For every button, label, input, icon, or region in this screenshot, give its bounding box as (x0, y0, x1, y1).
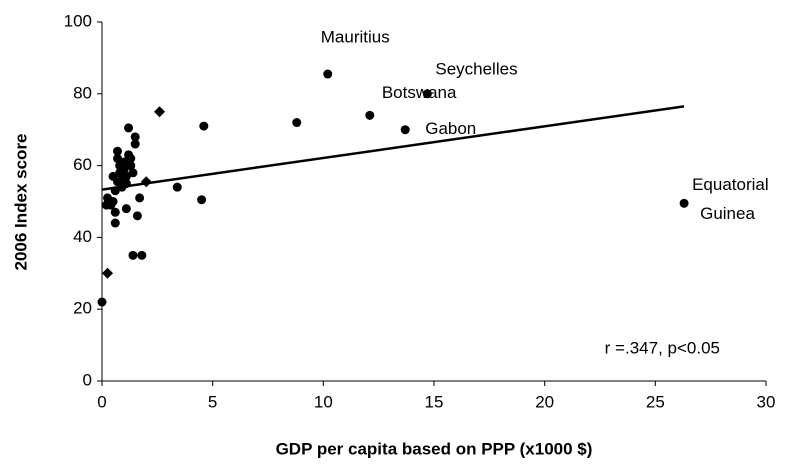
diamond-point (140, 176, 152, 188)
x-tick-label: 15 (425, 392, 444, 411)
y-tick-label: 40 (73, 227, 92, 246)
y-axis-title: 2006 Index score (11, 133, 30, 270)
x-tick-label: 0 (97, 392, 106, 411)
circle-point (121, 204, 131, 214)
circle-point (128, 250, 138, 260)
y-tick-label: 60 (73, 155, 92, 174)
diamond-point (102, 267, 114, 279)
circle-point (292, 118, 302, 128)
point-label: Guinea (700, 204, 755, 223)
circle-point (112, 153, 122, 163)
circle-point (112, 146, 122, 156)
circle-point (126, 153, 136, 163)
diamond-point (118, 174, 130, 186)
x-tick-label: 30 (757, 392, 776, 411)
circle-point (110, 218, 120, 228)
point-label: Seychelles (435, 59, 517, 78)
circle-point (422, 89, 432, 99)
x-tick-label: 25 (646, 392, 665, 411)
circle-point (679, 198, 689, 208)
x-axis-title: GDP per capita based on PPP (x1000 $) (276, 439, 593, 458)
circle-point (172, 182, 182, 192)
point-label: Botswana (382, 83, 457, 102)
y-tick-label: 20 (73, 299, 92, 318)
circle-point (132, 211, 142, 221)
circle-point (110, 186, 120, 196)
circle-point (365, 110, 375, 120)
circle-point (124, 123, 134, 133)
point-label: Mauritius (321, 28, 390, 47)
circle-point (130, 132, 140, 142)
circle-point (119, 157, 129, 167)
point-label: Equatorial (692, 175, 769, 194)
circle-point (130, 139, 140, 149)
circle-point (110, 207, 120, 217)
x-tick-label: 5 (208, 392, 217, 411)
circle-point (199, 121, 209, 131)
diamond-point (154, 106, 166, 118)
y-tick-label: 100 (64, 11, 92, 30)
circle-point (119, 164, 129, 174)
y-tick-label: 0 (83, 370, 92, 389)
y-tick-label: 80 (73, 83, 92, 102)
circle-point (126, 161, 136, 171)
x-tick-label: 20 (535, 392, 554, 411)
circle-point (128, 168, 138, 178)
point-label: Gabon (425, 119, 476, 138)
stat-annotation: r =.347, p<0.05 (605, 338, 720, 357)
circle-point (108, 197, 118, 206)
circle-point (97, 297, 107, 307)
circle-point (400, 125, 410, 135)
circle-point (197, 195, 207, 205)
x-tick-label: 10 (314, 392, 333, 411)
circle-point (135, 193, 145, 203)
trendline (101, 105, 685, 191)
circle-point (137, 250, 147, 260)
circle-point (323, 69, 333, 79)
